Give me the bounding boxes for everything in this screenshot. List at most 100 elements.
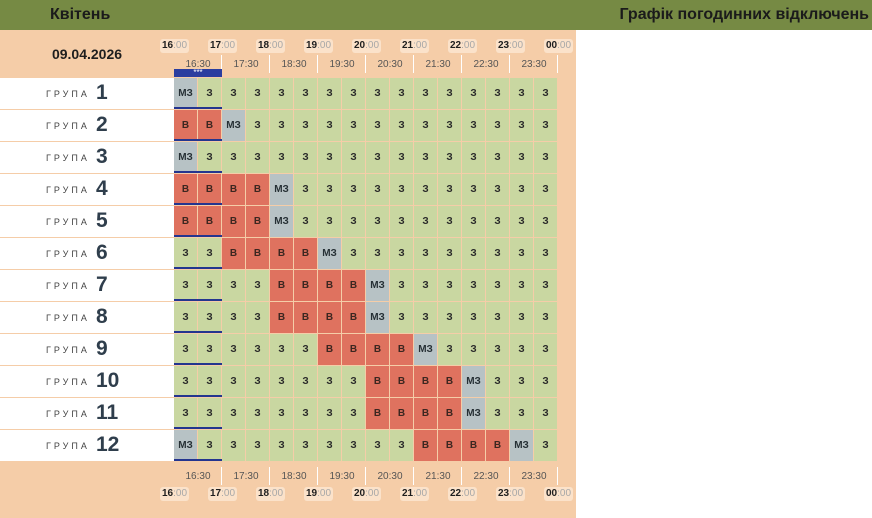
schedule-cell: З: [366, 78, 389, 109]
schedule-cell: МЗ: [510, 430, 533, 461]
schedule-cell: З: [486, 270, 509, 301]
schedule-cell: З: [534, 366, 557, 397]
schedule-cell: З: [318, 366, 341, 397]
schedule-cell: З: [246, 270, 269, 301]
schedule-cell: З: [246, 398, 269, 429]
half-hour-label: 18:30: [281, 59, 307, 70]
hour-label: 16:00: [160, 39, 190, 53]
schedule-cell: З: [294, 398, 317, 429]
hour-label: 17:00: [208, 487, 238, 501]
hour-label: 22:00: [448, 39, 478, 53]
schedule-cell: З: [294, 174, 317, 205]
hour-label: 19:00: [304, 487, 334, 501]
hour-divider: [317, 55, 318, 73]
group-word: ГРУПА: [46, 281, 90, 291]
hour-divider: [557, 55, 558, 73]
schedule-cell: З: [318, 142, 341, 173]
schedule-cell: З: [510, 174, 533, 205]
schedule-cell: В: [438, 398, 461, 429]
schedule-cell: З: [438, 238, 461, 269]
group-word: ГРУПА: [46, 313, 90, 323]
schedule-cell: З: [318, 430, 341, 461]
schedule-cell: З: [270, 366, 293, 397]
schedule-cell: МЗ: [366, 270, 389, 301]
schedule-cell: З: [414, 174, 437, 205]
schedule-cell: З: [510, 142, 533, 173]
group-number: 10: [96, 369, 120, 392]
group-number: 9: [96, 337, 108, 360]
schedule-cell: З: [390, 302, 413, 333]
hour-divider: [461, 55, 462, 73]
hour-label: 20:00: [352, 487, 382, 501]
schedule-cell: В: [174, 174, 197, 205]
hour-label: 19:00: [304, 39, 334, 53]
schedule-cell: З: [534, 174, 557, 205]
schedule-cell: В: [342, 334, 365, 365]
schedule-cell: З: [510, 334, 533, 365]
schedule-cell: З: [342, 238, 365, 269]
schedule-cell: З: [342, 206, 365, 237]
schedule-cell: З: [438, 334, 461, 365]
schedule-cell: З: [510, 302, 533, 333]
schedule-cell: З: [342, 398, 365, 429]
current-slot-line: [174, 459, 222, 461]
schedule-cell: МЗ: [174, 78, 197, 109]
schedule-cell: МЗ: [462, 366, 485, 397]
hour-label: 22:00: [448, 487, 478, 501]
schedule-cell: З: [366, 430, 389, 461]
page-title: Графік погодинних відключень: [619, 6, 869, 23]
schedule-cell: З: [246, 366, 269, 397]
schedule-cell: З: [198, 302, 221, 333]
group-number: 11: [96, 401, 119, 424]
schedule-cell: В: [366, 334, 389, 365]
group-label: ГРУПА 3: [0, 142, 174, 173]
current-slot-line: [174, 171, 222, 173]
hour-label: 23:00: [496, 39, 526, 53]
schedule-cell: З: [414, 142, 437, 173]
schedule-cell: З: [294, 366, 317, 397]
hour-divider: [413, 467, 414, 485]
hour-divider: [413, 55, 414, 73]
schedule-cell: З: [174, 302, 197, 333]
schedule-cell: З: [366, 238, 389, 269]
schedule-cell: МЗ: [222, 110, 245, 141]
half-hour-label: 16:30: [185, 471, 211, 482]
schedule-cell: З: [318, 78, 341, 109]
group-label: ГРУПА 12: [0, 430, 174, 461]
schedule-cell: З: [534, 302, 557, 333]
schedule-cell: З: [486, 110, 509, 141]
schedule-cell: МЗ: [318, 238, 341, 269]
schedule-cell: МЗ: [270, 206, 293, 237]
hour-label: 23:00: [496, 487, 526, 501]
schedule-cell: З: [438, 174, 461, 205]
schedule-cell: З: [534, 334, 557, 365]
schedule-cell: З: [534, 238, 557, 269]
group-word: ГРУПА: [46, 377, 90, 387]
current-slot-line: [174, 267, 222, 269]
half-hour-label: 20:30: [377, 59, 403, 70]
current-slot-line: [174, 395, 222, 397]
group-number: 7: [96, 273, 108, 296]
half-hour-label: 21:30: [425, 471, 451, 482]
schedule-cell: З: [318, 110, 341, 141]
schedule-cell: З: [198, 366, 221, 397]
schedule-cell: В: [438, 366, 461, 397]
schedule-cell: В: [270, 238, 293, 269]
schedule-cell: З: [198, 430, 221, 461]
schedule-cell: З: [318, 206, 341, 237]
schedule-cell: В: [366, 398, 389, 429]
half-hour-label: 21:30: [425, 59, 451, 70]
hour-label: 21:00: [400, 39, 430, 53]
schedule-cell: З: [414, 238, 437, 269]
schedule-cell: З: [318, 174, 341, 205]
schedule-cell: З: [486, 302, 509, 333]
schedule-cell: З: [270, 398, 293, 429]
half-hour-label: 17:30: [233, 59, 259, 70]
schedule-cell: З: [246, 142, 269, 173]
schedule-cell: МЗ: [270, 174, 293, 205]
schedule-cell: З: [486, 366, 509, 397]
schedule-cell: З: [390, 270, 413, 301]
schedule-cell: В: [366, 366, 389, 397]
schedule-cell: З: [510, 366, 533, 397]
group-word: ГРУПА: [46, 89, 90, 99]
